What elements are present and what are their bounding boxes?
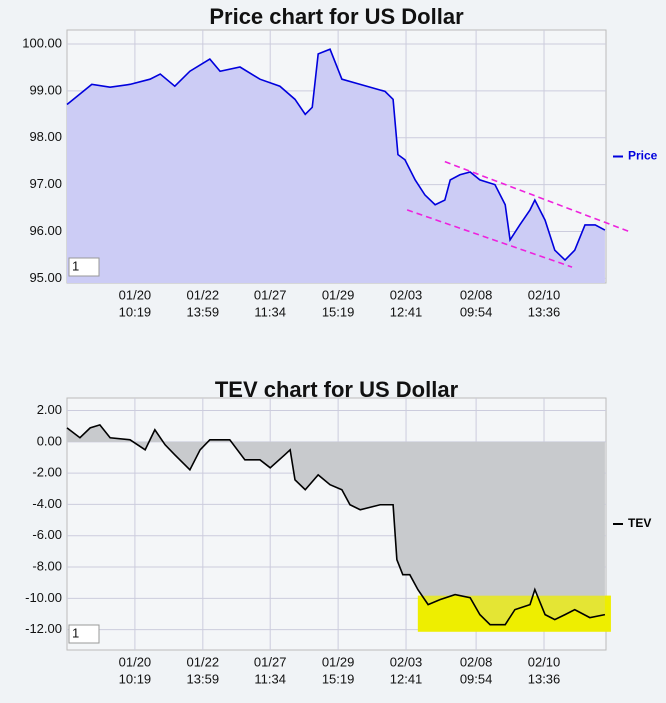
x-tick-label: 01/27 xyxy=(254,654,287,669)
x-tick-label: 01/22 xyxy=(187,287,220,302)
x-tick-label: 01/20 xyxy=(119,654,152,669)
highlight-box xyxy=(417,595,611,632)
x-tick-label: 01/20 xyxy=(119,287,152,302)
y-tick-label: -4.00 xyxy=(32,496,62,511)
x-tick-label: 11:34 xyxy=(254,671,286,686)
chart-title: Price chart for US Dollar xyxy=(209,4,464,29)
badge-box xyxy=(68,257,100,277)
legend-label: TEV xyxy=(628,516,651,530)
y-tick-label: 97.00 xyxy=(29,176,62,191)
line xyxy=(66,423,606,626)
trend-line xyxy=(444,160,631,233)
area xyxy=(67,49,605,283)
x-tick-label: 15:19 xyxy=(322,671,355,686)
trend-line xyxy=(406,209,573,268)
x-tick-label: 12:41 xyxy=(390,671,423,686)
y-tick-label: 99.00 xyxy=(29,82,62,97)
x-tick-label: 09:54 xyxy=(460,671,493,686)
legend-label: Price xyxy=(628,149,658,163)
y-tick-label: -8.00 xyxy=(32,558,62,573)
x-tick-label: 01/27 xyxy=(254,287,287,302)
x-tick-label: 02/10 xyxy=(528,287,561,302)
x-tick-label: 02/08 xyxy=(460,654,493,669)
y-tick-label: 100.00 xyxy=(22,35,62,50)
x-tick-label: 11:34 xyxy=(254,304,286,319)
y-tick-label: 2.00 xyxy=(37,402,62,417)
x-tick-label: 13:59 xyxy=(187,304,220,319)
x-tick-label: 10:19 xyxy=(119,671,152,686)
x-tick-label: 01/29 xyxy=(322,654,355,669)
x-tick-label: 02/03 xyxy=(390,654,423,669)
x-tick-label: 15:19 xyxy=(322,304,355,319)
x-tick-label: 13:36 xyxy=(528,304,561,319)
y-tick-label: -2.00 xyxy=(32,465,62,480)
y-tick-label: -6.00 xyxy=(32,527,62,542)
badge-box xyxy=(68,624,100,644)
x-tick-label: 13:36 xyxy=(528,671,561,686)
area xyxy=(67,424,605,625)
y-tick-label: 98.00 xyxy=(29,129,62,144)
x-tick-label: 09:54 xyxy=(460,304,493,319)
x-tick-label: 13:59 xyxy=(187,671,220,686)
line xyxy=(66,48,606,262)
y-tick-label: -10.00 xyxy=(25,590,62,605)
y-tick-label: -12.00 xyxy=(25,621,62,636)
badge-label: 1 xyxy=(72,625,79,640)
y-tick-label: 95.00 xyxy=(29,270,62,285)
x-tick-label: 02/03 xyxy=(390,287,423,302)
x-tick-label: 10:19 xyxy=(119,304,152,319)
x-tick-label: 01/22 xyxy=(187,654,220,669)
y-tick-label: 0.00 xyxy=(37,433,62,448)
badge-label: 1 xyxy=(72,258,79,273)
x-tick-label: 02/10 xyxy=(528,654,561,669)
x-tick-label: 01/29 xyxy=(322,287,355,302)
x-tick-label: 02/08 xyxy=(460,287,493,302)
x-tick-label: 12:41 xyxy=(390,304,423,319)
y-tick-label: 96.00 xyxy=(29,223,62,238)
